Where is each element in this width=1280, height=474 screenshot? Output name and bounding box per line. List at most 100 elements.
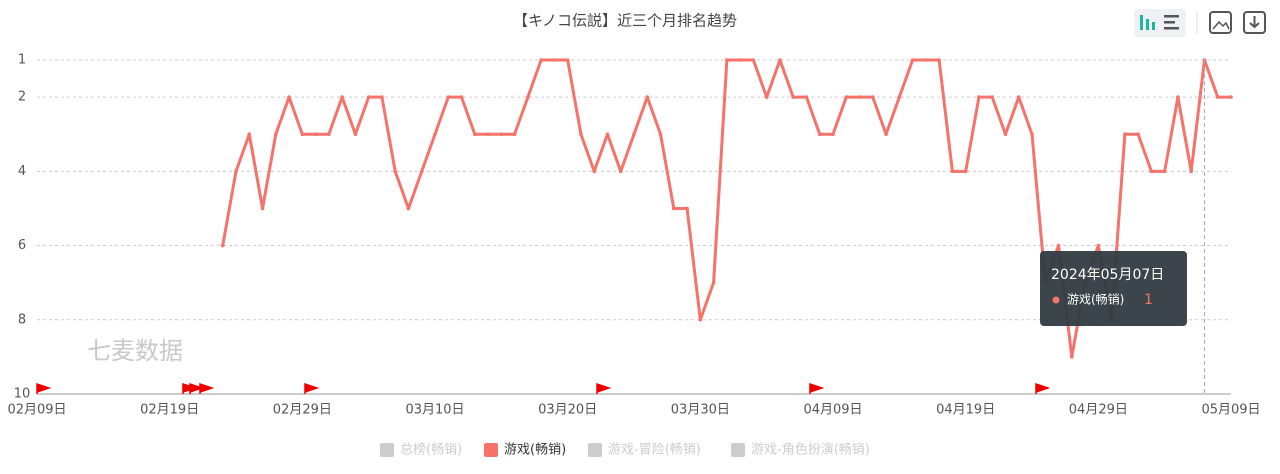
point (287, 95, 291, 99)
tooltip-box (1040, 251, 1187, 326)
point (393, 169, 398, 174)
image-icon (1212, 20, 1230, 30)
tooltip-title: 2024年05月07日 (1051, 267, 1164, 283)
point (274, 132, 278, 137)
legend-item[interactable]: 游戏(畅销) (484, 443, 566, 458)
point (539, 58, 543, 62)
point (419, 169, 424, 174)
x-tick-label: 04月29日 (1069, 403, 1128, 418)
image-button[interactable] (1209, 11, 1232, 34)
point (937, 58, 941, 62)
legend-swatch (380, 443, 394, 457)
legend-swatch (731, 443, 745, 457)
point (844, 95, 849, 99)
icon-bar (1152, 22, 1155, 30)
point (579, 132, 583, 137)
point (260, 206, 265, 211)
point (884, 132, 888, 137)
icon-bar (1164, 15, 1179, 18)
toolbar (1134, 9, 1266, 37)
event-flag (199, 382, 215, 394)
point (977, 95, 981, 99)
point (1162, 169, 1167, 174)
download-icon (1249, 16, 1260, 29)
point (1123, 132, 1127, 137)
point (552, 58, 557, 62)
point (778, 58, 782, 62)
point (618, 169, 623, 174)
x-tick-label: 02月29日 (273, 403, 332, 418)
point (711, 280, 716, 285)
point (698, 317, 703, 322)
legend-swatch (484, 443, 498, 457)
x-tick-label: 03月30日 (671, 403, 730, 418)
point (738, 58, 742, 62)
event-flag (304, 382, 320, 394)
tooltip-series: 游戏(畅销) (1067, 293, 1124, 307)
legend-swatch (588, 443, 602, 457)
point (990, 95, 994, 99)
point (433, 132, 437, 137)
point (1056, 243, 1061, 248)
point (831, 132, 835, 137)
point (685, 206, 689, 211)
tooltip-value: 1 (1144, 292, 1153, 308)
point (672, 206, 676, 211)
point (605, 132, 610, 137)
point (1003, 132, 1008, 137)
point (725, 58, 729, 62)
x-tick-label: 04月09日 (803, 403, 862, 418)
legend-item[interactable]: 游戏-角色扮演(畅销) (731, 442, 870, 458)
point (764, 95, 769, 99)
point (486, 132, 490, 137)
legend-item[interactable]: 总榜(畅销) (380, 442, 462, 458)
y-tick-label: 4 (18, 164, 26, 179)
x-tick-label: 02月09日 (7, 403, 66, 418)
point (645, 95, 650, 99)
x-tick-label: 04月19日 (936, 403, 995, 418)
x-tick-label: 05月09日 (1201, 403, 1260, 418)
tooltip-dot (1052, 296, 1060, 304)
legend-item[interactable]: 游戏-冒险(畅销) (588, 443, 701, 458)
point (300, 132, 305, 137)
point (1070, 355, 1074, 359)
point (1136, 132, 1140, 137)
point (406, 206, 411, 211)
point (1229, 95, 1233, 99)
point (817, 132, 822, 137)
point (340, 95, 344, 99)
y-tick-label: 6 (18, 238, 26, 253)
point (526, 95, 530, 99)
point (565, 58, 570, 62)
point (1189, 169, 1193, 174)
point (313, 132, 318, 137)
x-tick-label: 03月10日 (405, 403, 464, 418)
point (871, 95, 875, 99)
watermark: 七麦数据 (87, 337, 183, 365)
icon-bar (1146, 19, 1149, 30)
point (459, 95, 464, 99)
event-flag (1035, 382, 1051, 394)
legend-label: 游戏-角色扮演(畅销) (751, 442, 870, 458)
point (380, 95, 384, 99)
y-tick-label: 10 (14, 387, 31, 402)
point (1030, 132, 1034, 137)
download-button[interactable] (1243, 11, 1266, 34)
legend-label: 游戏(畅销) (504, 443, 566, 458)
point (473, 132, 477, 137)
point (353, 132, 358, 137)
point (592, 169, 596, 174)
point (247, 132, 252, 137)
point (897, 95, 902, 99)
point (1149, 169, 1154, 174)
point (220, 243, 225, 248)
point (950, 169, 955, 174)
point (512, 132, 517, 137)
point (327, 132, 331, 137)
event-flag (182, 382, 198, 394)
chart-title: 【キノコ伝説】近三个月排名趋势 (513, 12, 737, 30)
event-flag (809, 382, 825, 394)
event-flag (36, 382, 52, 394)
